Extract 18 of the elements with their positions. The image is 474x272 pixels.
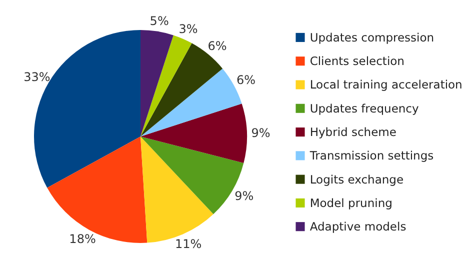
data-label: 11% xyxy=(174,237,202,252)
legend-label: Updates compression xyxy=(310,30,434,44)
legend-label: Updates frequency xyxy=(310,101,420,116)
legend-label: Model pruning xyxy=(310,196,392,210)
data-label: 3% xyxy=(178,22,198,36)
data-label: 6% xyxy=(208,39,227,54)
legend-label: Adaptive models xyxy=(310,220,406,234)
legend-label: Local training acceleration xyxy=(310,78,462,92)
legend-label: Clients selection xyxy=(310,54,404,68)
legend-label: Hybrid scheme xyxy=(310,125,396,140)
data-label: 6% xyxy=(236,73,256,88)
legend-label: Logits exchange xyxy=(310,172,404,186)
data-label: 5% xyxy=(150,14,169,28)
legend-label: Transmission settings xyxy=(308,148,434,163)
data-label: 9% xyxy=(234,189,254,204)
data-label: 9% xyxy=(251,126,270,140)
data-label: 33% xyxy=(24,70,50,84)
data-label: 18% xyxy=(69,232,96,246)
